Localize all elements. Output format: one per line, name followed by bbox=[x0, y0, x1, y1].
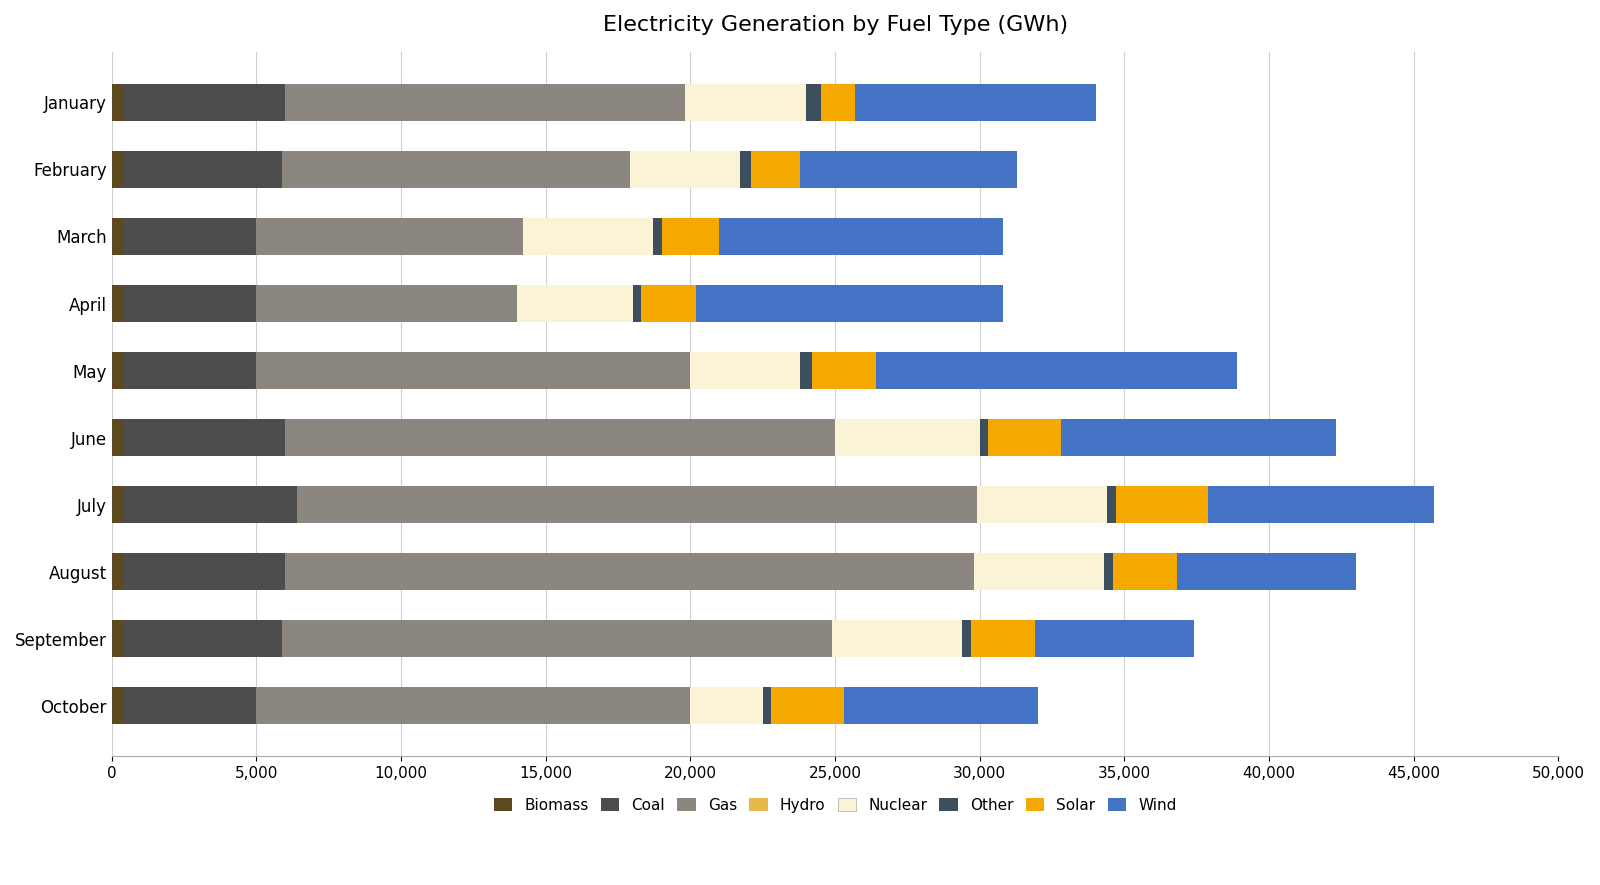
Bar bbox=[811, 352, 875, 389]
Bar bbox=[112, 151, 123, 188]
Bar bbox=[963, 620, 971, 658]
Bar bbox=[283, 151, 630, 188]
Bar bbox=[285, 84, 685, 120]
Bar bbox=[283, 620, 832, 658]
Bar bbox=[821, 84, 856, 120]
Bar bbox=[800, 151, 1018, 188]
Bar bbox=[653, 218, 661, 255]
Bar bbox=[800, 352, 811, 389]
Bar bbox=[112, 419, 123, 456]
Bar bbox=[123, 218, 256, 255]
Bar bbox=[285, 419, 835, 456]
Bar bbox=[835, 419, 979, 456]
Bar bbox=[256, 352, 691, 389]
Bar bbox=[1035, 620, 1194, 658]
Bar bbox=[691, 688, 763, 724]
Bar bbox=[123, 486, 298, 523]
Bar bbox=[123, 151, 283, 188]
Bar bbox=[523, 218, 653, 255]
Bar bbox=[256, 218, 523, 255]
Bar bbox=[1114, 553, 1176, 590]
Bar bbox=[1208, 486, 1434, 523]
Bar bbox=[112, 285, 123, 322]
Bar bbox=[771, 688, 843, 724]
Bar bbox=[123, 285, 256, 322]
Bar bbox=[123, 620, 283, 658]
Bar bbox=[630, 151, 739, 188]
Bar bbox=[763, 688, 771, 724]
Bar bbox=[691, 352, 800, 389]
Bar bbox=[1107, 486, 1115, 523]
Bar bbox=[256, 688, 691, 724]
Bar bbox=[256, 285, 517, 322]
Title: Electricity Generation by Fuel Type (GWh): Electricity Generation by Fuel Type (GWh… bbox=[603, 15, 1067, 35]
Bar bbox=[979, 419, 989, 456]
Bar bbox=[739, 151, 752, 188]
Bar bbox=[123, 688, 256, 724]
Bar bbox=[989, 419, 1061, 456]
Bar bbox=[123, 352, 256, 389]
Bar bbox=[978, 486, 1107, 523]
Bar bbox=[806, 84, 821, 120]
Bar bbox=[632, 285, 642, 322]
Bar bbox=[974, 553, 1104, 590]
Bar bbox=[298, 486, 978, 523]
Bar bbox=[642, 285, 696, 322]
Bar bbox=[112, 553, 123, 590]
Bar bbox=[720, 218, 1003, 255]
Bar bbox=[112, 486, 123, 523]
Bar bbox=[123, 419, 285, 456]
Bar bbox=[685, 84, 806, 120]
Bar bbox=[832, 620, 963, 658]
Bar bbox=[1061, 419, 1336, 456]
Bar bbox=[285, 553, 974, 590]
Bar bbox=[517, 285, 632, 322]
Bar bbox=[971, 620, 1035, 658]
Bar bbox=[112, 352, 123, 389]
Bar bbox=[112, 688, 123, 724]
Bar bbox=[856, 84, 1096, 120]
Bar bbox=[123, 84, 285, 120]
Bar bbox=[875, 352, 1237, 389]
Bar bbox=[112, 84, 123, 120]
Bar bbox=[843, 688, 1038, 724]
Legend: Biomass, Coal, Gas, Hydro, Nuclear, Other, Solar, Wind: Biomass, Coal, Gas, Hydro, Nuclear, Othe… bbox=[488, 792, 1182, 820]
Bar bbox=[1115, 486, 1208, 523]
Bar bbox=[112, 620, 123, 658]
Bar bbox=[661, 218, 720, 255]
Bar bbox=[112, 218, 123, 255]
Bar bbox=[123, 553, 285, 590]
Bar bbox=[696, 285, 1003, 322]
Bar bbox=[1104, 553, 1114, 590]
Bar bbox=[1176, 553, 1355, 590]
Bar bbox=[752, 151, 800, 188]
